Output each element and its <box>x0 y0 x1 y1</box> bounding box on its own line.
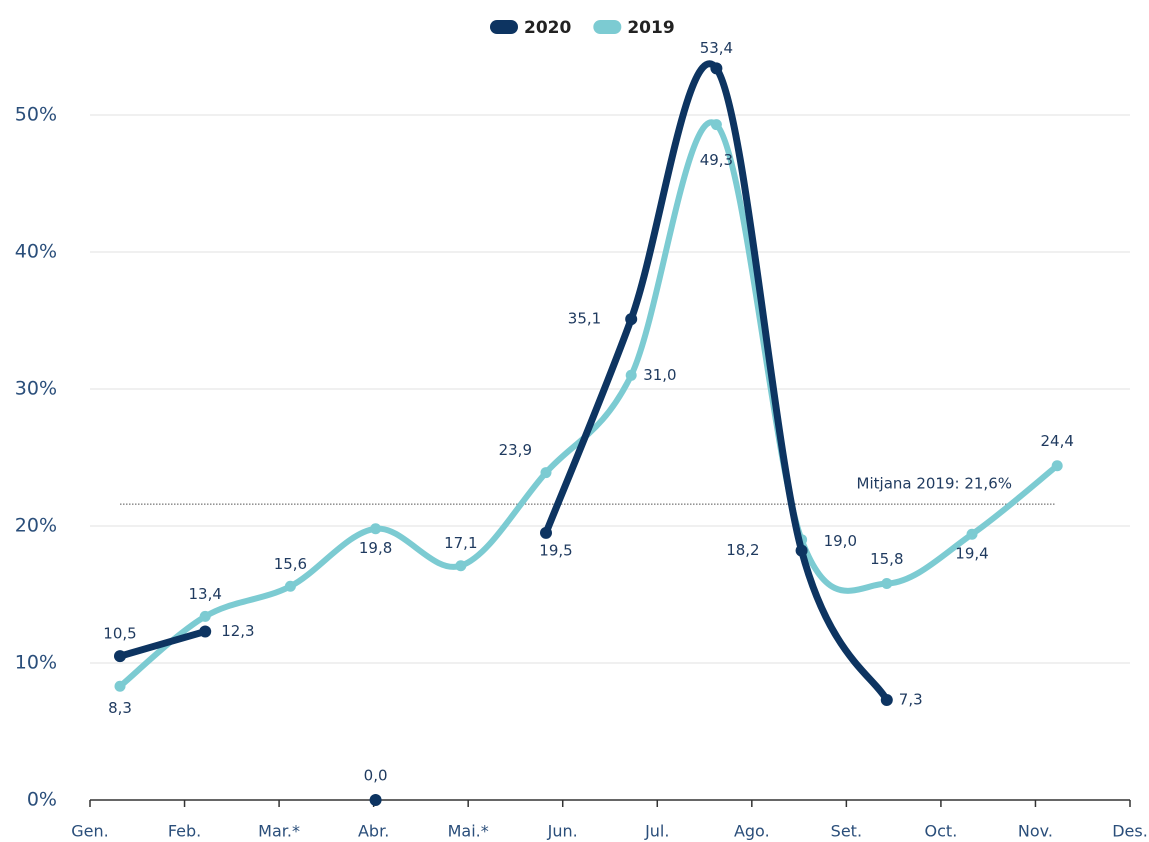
data-label: 15,8 <box>870 550 903 568</box>
y-tick-label: 20% <box>15 515 57 537</box>
data-label: 0,0 <box>364 767 388 785</box>
data-label: 10,5 <box>103 625 136 643</box>
data-label: 13,4 <box>188 585 221 603</box>
data-label: 7,3 <box>899 690 923 708</box>
data-label: 18,2 <box>726 541 759 559</box>
data-label: 19,8 <box>359 539 392 557</box>
data-label: 19,0 <box>824 532 857 550</box>
data-label: 23,9 <box>499 441 532 459</box>
data-point <box>540 467 552 479</box>
y-tick-label: 50% <box>15 104 57 126</box>
data-point <box>625 369 637 381</box>
data-point <box>370 523 382 535</box>
data-point <box>540 526 552 539</box>
data-point <box>710 119 722 131</box>
x-tick-label: Jun. <box>547 822 578 841</box>
data-point <box>114 650 126 663</box>
legend-swatch <box>490 20 518 34</box>
data-point <box>114 680 126 692</box>
y-tick-label: 0% <box>27 789 57 811</box>
x-tick-label: Mai.* <box>448 822 489 841</box>
data-label: 49,3 <box>700 151 733 169</box>
x-tick-label: Nov. <box>1018 822 1053 841</box>
data-label: 12,3 <box>221 622 254 640</box>
data-point <box>625 313 638 326</box>
data-point <box>710 62 723 75</box>
x-tick-label: Set. <box>831 822 862 841</box>
data-label: 31,0 <box>643 366 676 384</box>
x-tick-label: Jul. <box>644 822 669 841</box>
x-tick-label: Abr. <box>358 822 389 841</box>
data-label: 24,4 <box>1040 432 1073 450</box>
data-point <box>881 578 893 590</box>
legend-label: 2020 <box>524 18 571 38</box>
data-label: 8,3 <box>108 699 132 717</box>
series-line <box>117 119 1061 690</box>
x-tick-label: Feb. <box>168 822 201 841</box>
x-tick-label: Gen. <box>71 822 108 841</box>
data-label: 53,4 <box>700 39 733 57</box>
mean-label: Mitjana 2019: 21,6% <box>857 475 1012 493</box>
y-tick-label: 30% <box>15 378 57 400</box>
data-point <box>199 610 211 622</box>
data-label: 17,1 <box>444 534 477 552</box>
x-tick-label: Oct. <box>925 822 958 841</box>
data-label: 19,5 <box>539 541 572 559</box>
data-point <box>199 625 212 638</box>
data-point <box>795 544 808 557</box>
legend-swatch <box>593 20 622 34</box>
x-tick-label: Ago. <box>734 822 770 841</box>
data-point <box>880 693 893 706</box>
x-tick-label: Mar.* <box>258 822 300 841</box>
legend-label: 2019 <box>627 18 674 38</box>
x-tick-label: Des. <box>1112 822 1148 841</box>
data-point <box>369 794 382 806</box>
data-label: 15,6 <box>274 555 307 573</box>
data-point <box>455 560 467 572</box>
y-tick-label: 40% <box>15 241 57 263</box>
y-tick-label: 10% <box>15 652 57 674</box>
data-point <box>284 580 296 592</box>
data-label: 19,4 <box>955 545 988 563</box>
data-point <box>1051 460 1063 472</box>
data-point <box>966 528 978 540</box>
data-label: 35,1 <box>568 310 601 328</box>
